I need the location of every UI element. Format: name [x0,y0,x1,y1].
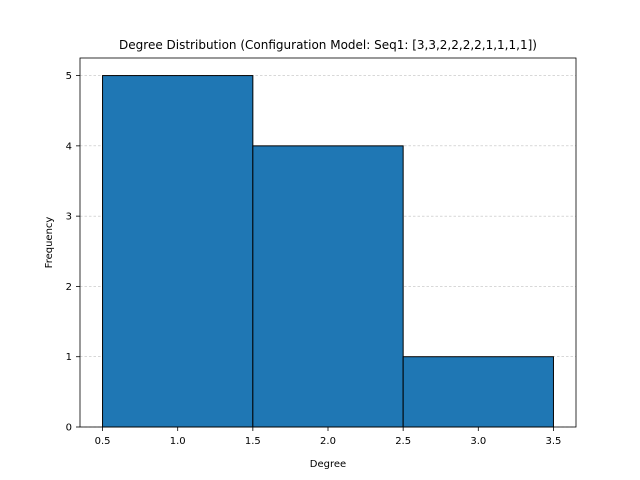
bar-1 [252,145,404,428]
y-tick-label-3: 3 [66,212,72,223]
y-tick-label-0: 0 [66,423,72,434]
x-tick-label-0: 0.5 [95,436,111,447]
y-axis-ticks: 0 1 2 3 4 5 [66,71,80,434]
y-tick-label-2: 2 [66,282,72,293]
y-axis-label: Frequency [44,217,55,269]
x-axis-label: Degree [310,459,346,470]
x-tick-label-2: 1.5 [245,436,261,447]
y-tick-label-5: 5 [66,71,72,82]
x-tick-label-3: 2.0 [320,436,336,447]
x-tick-label-5: 3.0 [470,436,486,447]
x-axis-ticks: 0.5 1.0 1.5 2.0 2.5 3.0 3.5 [95,427,562,447]
x-tick-label-6: 3.5 [546,436,562,447]
bar-2 [402,356,554,428]
chart-title: Degree Distribution (Configuration Model… [119,38,537,52]
bar-0 [102,75,254,428]
y-tick-label-1: 1 [66,352,72,363]
x-tick-label-4: 2.5 [395,436,411,447]
x-tick-label-1: 1.0 [170,436,186,447]
y-tick-label-4: 4 [66,141,72,152]
bars [102,75,554,428]
